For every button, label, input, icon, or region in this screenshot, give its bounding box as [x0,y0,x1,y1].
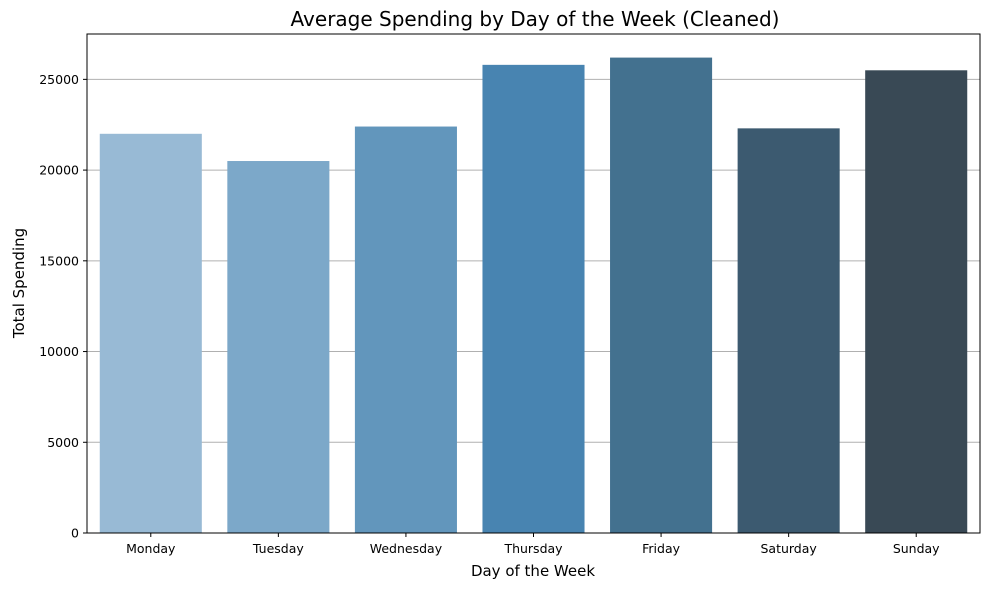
x-tick-label-saturday: Saturday [760,541,817,556]
x-tick-label-friday: Friday [642,541,680,556]
y-axis: 0 5000 10000 15000 20000 25000 [39,72,87,541]
x-tick-label-tuesday: Tuesday [252,541,304,556]
bar-thursday [482,64,585,533]
x-tick-label-sunday: Sunday [893,541,940,556]
bar-tuesday [227,161,330,533]
y-tick-label-5: 25000 [39,72,79,87]
x-tick-label-monday: Monday [126,541,176,556]
x-tick-label-wednesday: Wednesday [370,541,443,556]
bar-sunday [865,70,968,534]
bars-layer [99,57,968,534]
chart-title: Average Spending by Day of the Week (Cle… [291,7,780,31]
bar-saturday [737,128,840,533]
x-axis-label: Day of the Week [471,562,595,580]
y-tick-label-3: 15000 [39,253,79,268]
y-tick-label-4: 20000 [39,163,79,178]
y-tick-label-1: 5000 [47,435,79,450]
y-axis-label: Total Spending [10,228,28,339]
bar-wednesday [354,126,457,534]
x-axis: Monday Tuesday Wednesday Thursday Friday Satu… [126,533,940,556]
bar-monday [99,133,202,534]
bar-friday [610,57,713,534]
y-tick-label-0: 0 [71,526,79,541]
x-tick-label-thursday: Thursday [503,541,563,556]
y-tick-label-2: 10000 [39,344,79,359]
